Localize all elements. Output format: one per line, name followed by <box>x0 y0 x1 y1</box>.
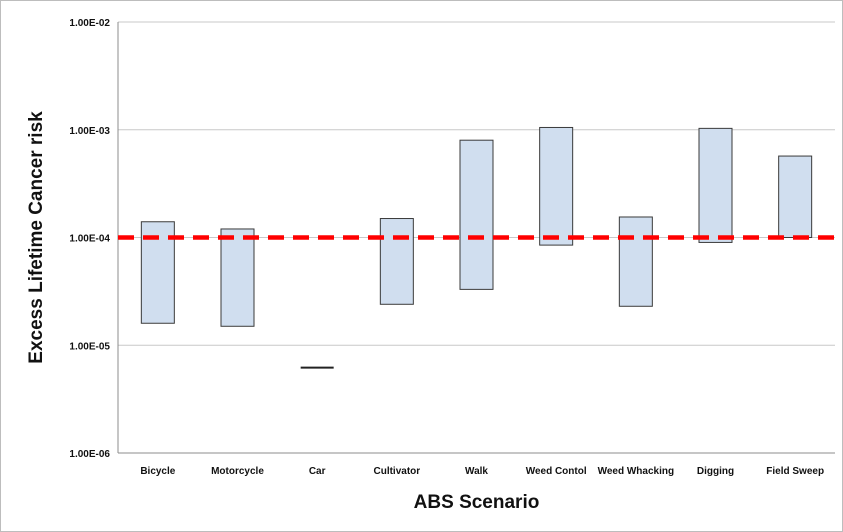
category-label: Weed Whacking <box>598 466 675 477</box>
category-label: Field Sweep <box>766 466 824 477</box>
y-tick-label: 1.00E-05 <box>69 341 110 352</box>
x-axis-title: ABS Scenario <box>414 492 540 513</box>
range-bar <box>698 127 733 243</box>
range-bar <box>220 228 255 327</box>
range-bar <box>778 155 813 239</box>
category-label: Motorcycle <box>211 466 264 477</box>
y-tick-labels: 1.00E-06 1.00E-05 1.00E-04 1.00E-03 1.00E-02 <box>69 18 110 460</box>
y-tick-label: 1.00E-06 <box>69 449 110 460</box>
range-bars <box>140 126 813 369</box>
category-label: Digging <box>697 466 734 477</box>
category-labels: Bicycle Motorcycle Car Cultivator Walk Weed C… <box>140 466 824 477</box>
category-label: Walk <box>465 466 488 477</box>
range-bar <box>379 218 414 305</box>
category-label: Car <box>309 466 326 477</box>
range-bar <box>618 216 653 307</box>
y-axis-title: Excess Lifetime Cancer risk <box>26 111 47 364</box>
range-bar <box>539 126 574 246</box>
category-label: Cultivator <box>373 466 420 477</box>
category-label: Weed Contol <box>526 466 587 477</box>
y-tick-label: 1.00E-02 <box>69 18 110 29</box>
y-tick-label: 1.00E-04 <box>69 234 110 245</box>
category-label: Bicycle <box>140 466 175 477</box>
y-tick-label: 1.00E-03 <box>69 126 110 137</box>
range-bar <box>459 139 494 290</box>
